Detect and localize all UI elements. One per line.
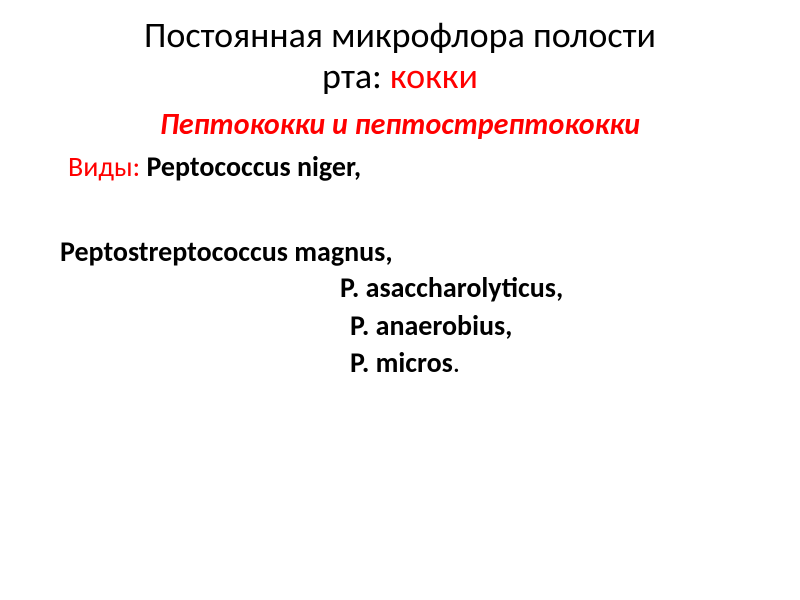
title-line-2: рта: кокки [40, 56, 760, 97]
species-2: Peptostreptococcus magnus, [50, 234, 760, 269]
subtitle: Пептококки и пептострептококки [40, 106, 760, 143]
content-block: Виды: Peptococcus niger, Peptostreptococ… [40, 149, 760, 382]
species-5-line: P. micros. [50, 344, 760, 382]
species-line-1: Виды: Peptococcus niger, [50, 149, 760, 184]
title-highlight: кокки [390, 54, 478, 98]
species-label: Виды: [68, 149, 146, 184]
title-part2: рта: [322, 54, 390, 98]
species-4: P. anaerobius, [50, 307, 760, 345]
species-1: Peptococcus niger, [146, 149, 361, 184]
slide-container: Постоянная микрофлора полости рта: кокки… [0, 0, 800, 600]
species-3: P. asaccharolyticus, [50, 269, 760, 307]
title-line-1: Постоянная микрофлора полости [40, 15, 760, 56]
title-block: Постоянная микрофлора полости рта: кокки [40, 15, 760, 98]
species-5: P. micros [350, 345, 453, 380]
period: . [453, 345, 460, 380]
